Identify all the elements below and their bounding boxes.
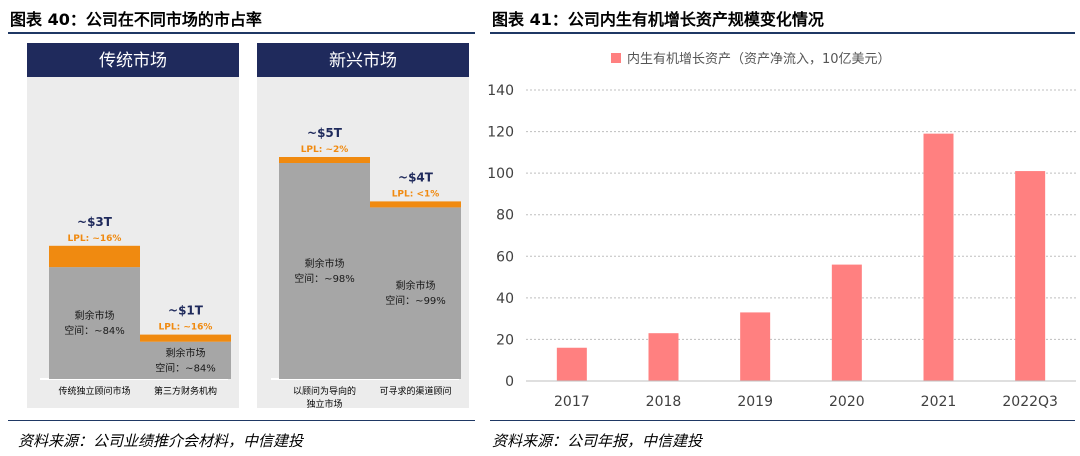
bar-2021	[923, 133, 954, 381]
growth-chart-axes: 0 20 40 60 80 100 120 140 2017 2018 2019 2020 2021 20…	[487, 83, 1076, 410]
remaining-label-p0-b1-0: 剩余市场	[166, 346, 206, 359]
remaining-label-p1-b1-1: 空间：~99%	[385, 294, 446, 307]
x-tick-label-2017: 2017	[554, 394, 590, 410]
x-tick-label-2020: 2020	[829, 394, 865, 410]
right-source-note: 资料来源：公司年报，中信建投	[492, 432, 703, 450]
panel-emerging-header-label: 新兴市场	[329, 51, 397, 71]
panel-traditional-header-label: 传统市场	[99, 51, 167, 71]
remaining-segment-p1-b0	[279, 163, 370, 379]
category-label-p1-b0-1: 独立市场	[306, 398, 342, 410]
y-tick-label-140: 140	[487, 83, 514, 99]
market-total-label-p1-b1: ~$4T	[398, 170, 434, 184]
y-tick-label-60: 60	[496, 249, 514, 265]
remaining-label-p1-b0-1: 空间：~98%	[294, 272, 355, 285]
lpl-share-label-p1-b0: LPL: ~2%	[301, 145, 349, 155]
remaining-label-p1-b1-0: 剩余市场	[396, 279, 436, 292]
left-figure-title: 图表 40：公司在不同市场的市占率	[10, 10, 262, 29]
lpl-share-label-p0-b0: LPL: ~16%	[68, 234, 122, 244]
y-tick-label-80: 80	[496, 208, 514, 224]
y-tick-label-0: 0	[505, 374, 514, 390]
left-source-note: 资料来源：公司业绩推介会材料，中信建投	[18, 432, 304, 450]
bar-2022Q3	[1015, 171, 1046, 381]
growth-chart-gridlines	[526, 89, 1076, 340]
legend-label: 内生有机增长资产（资产净流入，10亿美元）	[627, 51, 891, 67]
remaining-label-p0-b0-0: 剩余市场	[75, 309, 115, 322]
lpl-segment-p0-b1	[140, 334, 231, 342]
right-figure-title: 图表 41：公司内生有机增长资产规模变化情况	[492, 10, 824, 29]
bar-2018	[648, 333, 679, 381]
lpl-share-label-p0-b1: LPL: ~16%	[159, 323, 213, 333]
remaining-segment-p0-b0	[49, 267, 140, 379]
category-label-p0-b1-0: 第三方财务机构	[154, 385, 217, 397]
market-total-label-p0-b0: ~$3T	[77, 215, 113, 229]
x-tick-label-2021: 2021	[921, 394, 957, 410]
right-title-rule	[490, 32, 1075, 34]
bar-2020	[831, 264, 862, 381]
bar-2019	[740, 312, 771, 381]
x-tick-label-2019: 2019	[737, 394, 773, 410]
x-tick-label-2022Q3: 2022Q3	[1002, 394, 1058, 410]
category-label-p0-b0-0: 传统独立顾问市场	[58, 385, 130, 397]
growth-chart-bars	[556, 133, 1046, 381]
remaining-segment-p1-b1	[370, 207, 461, 379]
x-tick-label-2018: 2018	[646, 394, 682, 410]
y-tick-label-120: 120	[487, 125, 514, 141]
right-bottom-rule	[490, 420, 1075, 421]
panel-traditional-header	[27, 43, 239, 77]
y-tick-label-100: 100	[487, 166, 514, 182]
remaining-segment-p0-b1	[140, 341, 231, 379]
y-tick-label-20: 20	[496, 332, 514, 348]
lpl-share-label-p1-b1: LPL: <1%	[392, 189, 440, 199]
category-label-p1-b0-0: 以顾问为导向的	[293, 385, 356, 397]
remaining-label-p0-b0-1: 空间：~84%	[64, 324, 125, 337]
left-title-rule	[8, 32, 475, 34]
lpl-segment-p1-b0	[279, 157, 370, 163]
left-bottom-rule	[8, 420, 475, 421]
market-total-label-p0-b1: ~$1T	[168, 304, 204, 318]
remaining-label-p1-b0-0: 剩余市场	[305, 257, 345, 270]
lpl-segment-p0-b0	[49, 245, 140, 268]
market-share-figure: 传统市场 新兴市场 LPL: ~16%~$3T剩余市场空间：~84%传统独立顾问…	[27, 43, 469, 410]
panel-emerging-header	[257, 43, 469, 77]
market-total-label-p1-b0: ~$5T	[307, 126, 343, 140]
y-tick-label-40: 40	[496, 291, 514, 307]
lpl-segment-p1-b1	[370, 201, 461, 208]
bar-2017	[556, 347, 587, 381]
organic-growth-chart: 内生有机增长资产（资产净流入，10亿美元） 0 20 40 60 80 100 120 140…	[487, 51, 1076, 410]
remaining-label-p0-b1-1: 空间：~84%	[155, 361, 216, 374]
legend-swatch	[611, 53, 621, 63]
category-label-p1-b1-0: 可寻求的渠道顾问	[379, 385, 451, 397]
